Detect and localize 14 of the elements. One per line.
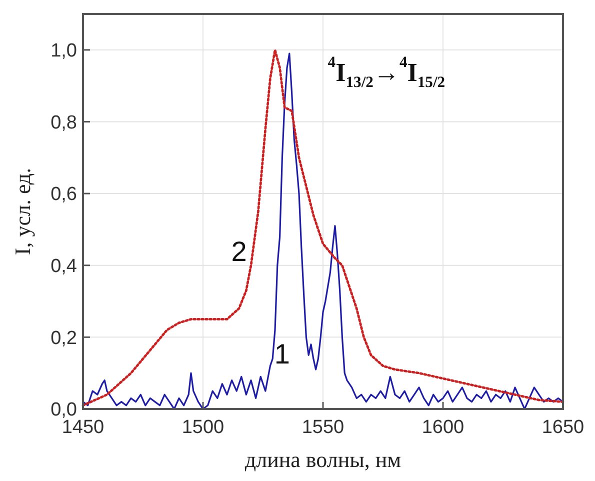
y-axis-title: I, усл. ед. xyxy=(10,168,35,256)
series-label: 2 xyxy=(231,236,247,267)
x-axis-title: длина волны, нм xyxy=(244,447,402,472)
annotation: $^{4}$I$_{13/2}$→$^{4}$I$_{15/2}$ xyxy=(328,54,446,91)
x-tick-label: 1550 xyxy=(302,417,344,438)
x-tick-label: 1650 xyxy=(542,417,584,438)
y-tick-label: 1,0 xyxy=(50,40,77,62)
y-tick-label: 0,4 xyxy=(50,256,78,278)
series-label: 1 xyxy=(274,338,290,370)
y-tick-label: 0,8 xyxy=(50,112,77,134)
y-tick-label: 0,2 xyxy=(50,328,77,349)
y-tick-label: 0,6 xyxy=(50,184,77,206)
x-tick-label: 1600 xyxy=(422,417,464,438)
x-tick-label: 1500 xyxy=(182,417,224,438)
